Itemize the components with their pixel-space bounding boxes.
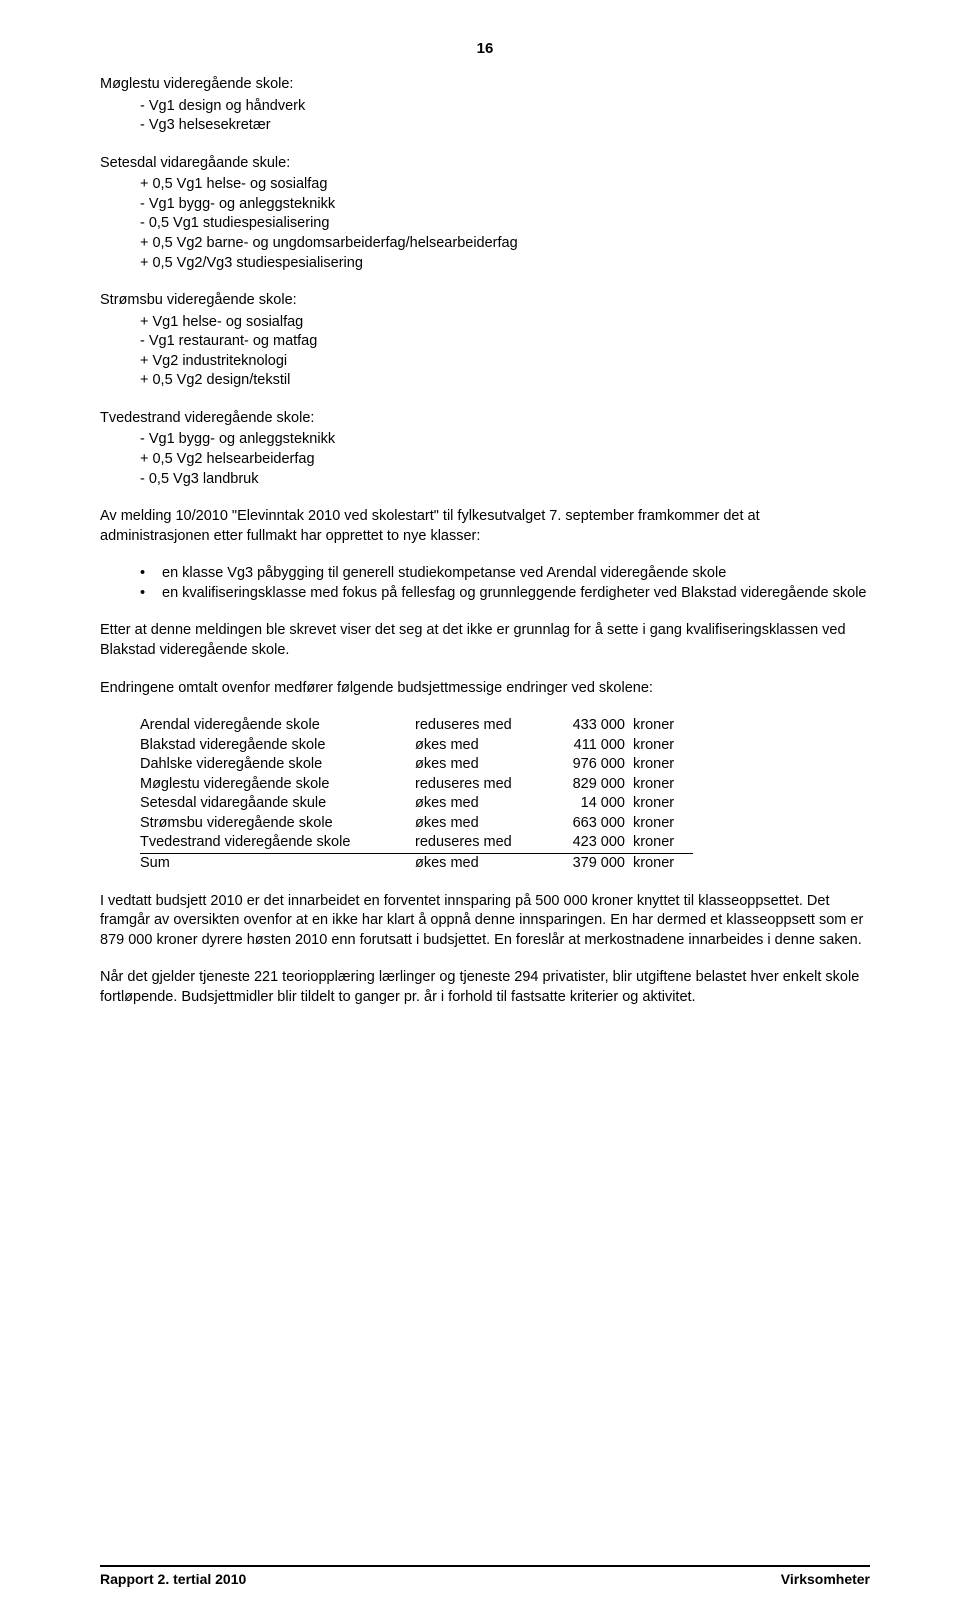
table-cell: kroner xyxy=(633,775,693,795)
paragraph-3: Endringene omtalt ovenfor medfører følge… xyxy=(100,679,870,699)
table-row: Setesdal vidaregåande skuleøkes med14 00… xyxy=(140,794,870,814)
bullet-item: • en klasse Vg3 påbygging til generell s… xyxy=(140,564,870,584)
table-cell: 411 000 xyxy=(550,736,633,756)
table-cell: 829 000 xyxy=(550,775,633,795)
school-list-2: + 0,5 Vg1 helse- og sosialfag - Vg1 bygg… xyxy=(140,175,870,273)
table-cell: kroner xyxy=(633,736,693,756)
list-item: + 0,5 Vg2 design/tekstil xyxy=(140,371,870,391)
footer-divider xyxy=(100,1565,870,1567)
bullet-text: en klasse Vg3 påbygging til generell stu… xyxy=(162,564,726,584)
page-footer: Rapport 2. tertial 2010 Virksomheter xyxy=(100,1565,870,1587)
table-cell: Setesdal vidaregåande skule xyxy=(140,794,415,814)
paragraph-2: Etter at denne meldingen ble skrevet vis… xyxy=(100,621,870,660)
table-cell: kroner xyxy=(633,854,693,874)
page-number: 16 xyxy=(100,40,870,57)
school-heading-4: Tvedestrand videregående skole: xyxy=(100,409,870,429)
table-row: Strømsbu videregående skoleøkes med663 0… xyxy=(140,814,870,834)
table-cell: reduseres med xyxy=(415,716,550,736)
list-item: + 0,5 Vg2/Vg3 studiespesialisering xyxy=(140,254,870,274)
table-cell: økes med xyxy=(415,794,550,814)
table-cell: 433 000 xyxy=(550,716,633,736)
paragraph-5: Når det gjelder tjeneste 221 teoriopplær… xyxy=(100,968,870,1007)
table-cell: Arendal videregående skole xyxy=(140,716,415,736)
table-cell: Blakstad videregående skole xyxy=(140,736,415,756)
table-row: Tvedestrand videregående skolereduseres … xyxy=(140,833,870,854)
list-item: + Vg1 helse- og sosialfag xyxy=(140,313,870,333)
bullet-icon: • xyxy=(140,564,162,584)
bullet-item: • en kvalifiseringsklasse med fokus på f… xyxy=(140,584,870,604)
bullet-text: en kvalifiseringsklasse med fokus på fel… xyxy=(162,584,867,604)
table-cell: økes med xyxy=(415,814,550,834)
list-item: - Vg1 design og håndverk xyxy=(140,97,870,117)
school-heading-3: Strømsbu videregående skole: xyxy=(100,291,870,311)
footer-right: Virksomheter xyxy=(781,1571,870,1587)
table-cell: økes med xyxy=(415,755,550,775)
list-item: - Vg1 restaurant- og matfag xyxy=(140,332,870,352)
table-row: Dahlske videregående skoleøkes med976 00… xyxy=(140,755,870,775)
footer-left: Rapport 2. tertial 2010 xyxy=(100,1571,246,1587)
school-list-3: + Vg1 helse- og sosialfag - Vg1 restaura… xyxy=(140,313,870,391)
list-item: - Vg1 bygg- og anleggsteknikk xyxy=(140,430,870,450)
table-cell: kroner xyxy=(633,814,693,834)
list-item: + Vg2 industriteknologi xyxy=(140,352,870,372)
table-cell: Sum xyxy=(140,854,415,874)
school-list-1: - Vg1 design og håndverk - Vg3 helsesekr… xyxy=(140,97,870,136)
table-cell: Møglestu videregående skole xyxy=(140,775,415,795)
table-cell: reduseres med xyxy=(415,833,550,854)
table-cell: kroner xyxy=(633,716,693,736)
school-heading-2: Setesdal vidaregåande skule: xyxy=(100,154,870,174)
table-row: Sumøkes med379 000kroner xyxy=(140,854,870,874)
table-cell: 379 000 xyxy=(550,854,633,874)
table-cell: kroner xyxy=(633,794,693,814)
table-row: Møglestu videregående skolereduseres med… xyxy=(140,775,870,795)
table-cell: kroner xyxy=(633,755,693,775)
bullet-icon: • xyxy=(140,584,162,604)
list-item: - Vg1 bygg- og anleggsteknikk xyxy=(140,195,870,215)
table-cell: 663 000 xyxy=(550,814,633,834)
list-item: - Vg3 helsesekretær xyxy=(140,116,870,136)
table-cell: økes med xyxy=(415,854,550,874)
paragraph-1: Av melding 10/2010 "Elevinntak 2010 ved … xyxy=(100,507,870,546)
table-cell: 423 000 xyxy=(550,833,633,854)
table-cell: Strømsbu videregående skole xyxy=(140,814,415,834)
bullet-list: • en klasse Vg3 påbygging til generell s… xyxy=(100,564,870,603)
table-cell: 14 000 xyxy=(550,794,633,814)
school-list-4: - Vg1 bygg- og anleggsteknikk + 0,5 Vg2 … xyxy=(140,430,870,489)
table-cell: reduseres med xyxy=(415,775,550,795)
table-cell: 976 000 xyxy=(550,755,633,775)
list-item: + 0,5 Vg2 barne- og ungdomsarbeiderfag/h… xyxy=(140,234,870,254)
list-item: + 0,5 Vg1 helse- og sosialfag xyxy=(140,175,870,195)
table-cell: økes med xyxy=(415,736,550,756)
list-item: + 0,5 Vg2 helsearbeiderfag xyxy=(140,450,870,470)
school-heading-1: Møglestu videregående skole: xyxy=(100,75,870,95)
list-item: - 0,5 Vg3 landbruk xyxy=(140,470,870,490)
list-item: - 0,5 Vg1 studiespesialisering xyxy=(140,214,870,234)
table-row: Blakstad videregående skoleøkes med411 0… xyxy=(140,736,870,756)
table-cell: Tvedestrand videregående skole xyxy=(140,833,415,854)
paragraph-4: I vedtatt budsjett 2010 er det innarbeid… xyxy=(100,892,870,951)
table-cell: Dahlske videregående skole xyxy=(140,755,415,775)
table-row: Arendal videregående skolereduseres med4… xyxy=(140,716,870,736)
table-cell: kroner xyxy=(633,833,693,854)
budget-table: Arendal videregående skolereduseres med4… xyxy=(140,716,870,874)
